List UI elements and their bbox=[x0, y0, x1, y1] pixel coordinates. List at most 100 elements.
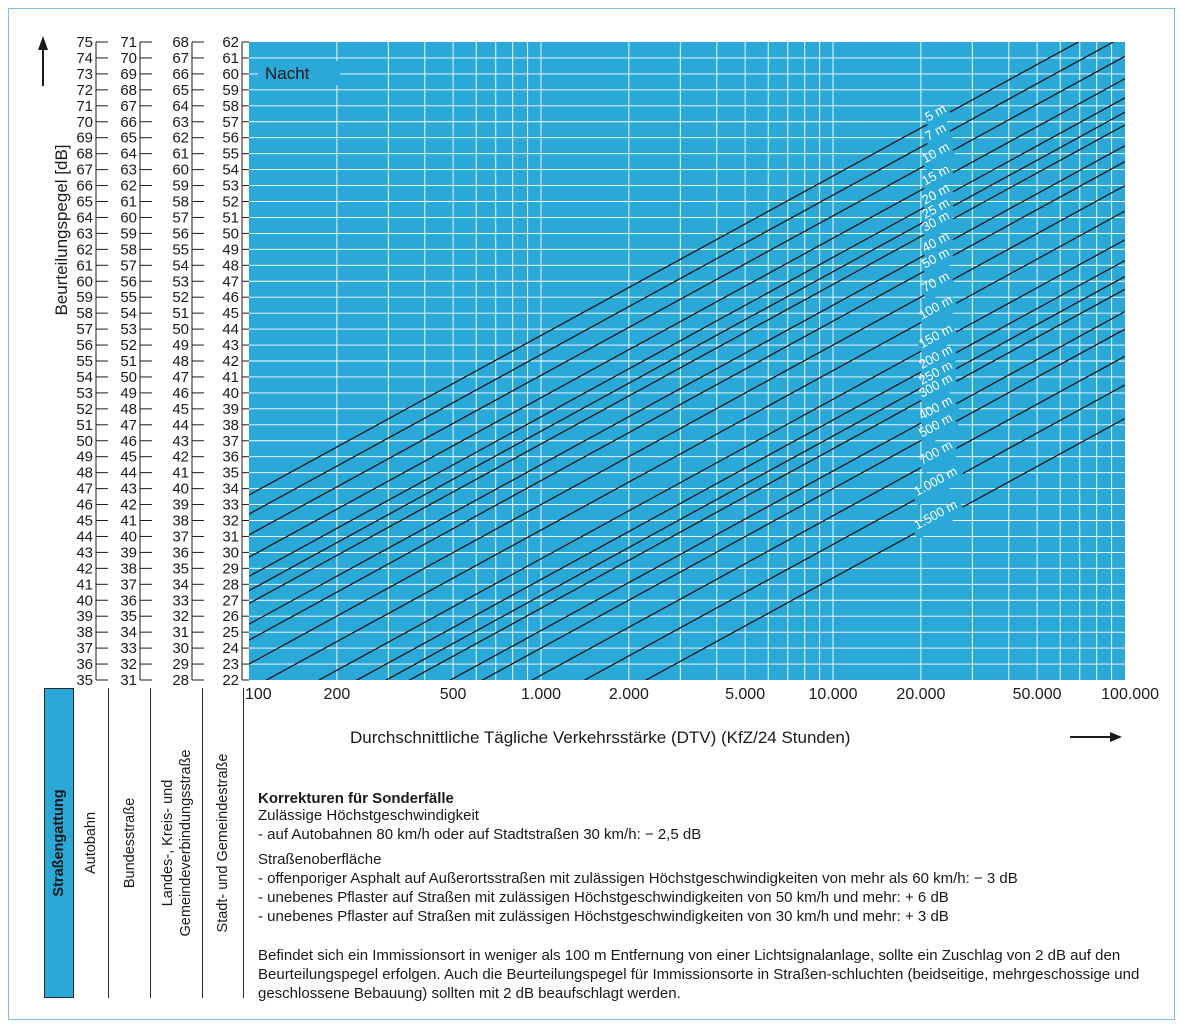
y-tick-label: 75 bbox=[76, 34, 93, 51]
y-tick-label: 66 bbox=[76, 178, 93, 195]
panel-label: Nacht bbox=[265, 64, 310, 83]
y-tick-label: 25 bbox=[222, 624, 239, 641]
y-tick-label: 38 bbox=[76, 624, 93, 641]
y-tick-label: 37 bbox=[222, 433, 239, 450]
y-tick-label: 40 bbox=[76, 592, 93, 609]
distance-label-background bbox=[924, 106, 954, 131]
y-tick-label: 56 bbox=[222, 130, 239, 147]
y-tick-label: 35 bbox=[76, 672, 93, 689]
y-tick-label: 36 bbox=[76, 656, 93, 673]
distance-label-background bbox=[917, 325, 960, 358]
distance-line bbox=[530, 355, 1125, 680]
y-tick-label: 47 bbox=[120, 417, 137, 434]
y-tick-label: 52 bbox=[172, 289, 189, 306]
y-tick-label: 57 bbox=[172, 209, 189, 226]
y-tick-label: 37 bbox=[120, 576, 137, 593]
y-tick-label: 59 bbox=[76, 289, 93, 306]
y-tick-label: 51 bbox=[76, 417, 93, 434]
y-tick-label: 39 bbox=[76, 608, 93, 625]
y-tick-label: 68 bbox=[76, 146, 93, 163]
y-tick-label: 56 bbox=[172, 225, 189, 242]
y-tick-label: 47 bbox=[222, 273, 239, 290]
y-tick-label: 27 bbox=[222, 592, 239, 609]
y-tick-label: 30 bbox=[222, 544, 239, 561]
y-tick-label: 73 bbox=[76, 66, 93, 83]
distance-line bbox=[249, 97, 1125, 577]
distance-label-background bbox=[911, 467, 966, 506]
y-tick-label: 44 bbox=[222, 321, 239, 338]
y-tick-label: 57 bbox=[222, 114, 239, 131]
y-tick-label: 62 bbox=[76, 241, 93, 258]
y-tick-label: 54 bbox=[172, 257, 189, 274]
panel-label-background bbox=[258, 61, 340, 85]
y-tick-label: 40 bbox=[120, 528, 137, 545]
distance-line bbox=[249, 124, 1125, 605]
y-tick-label: 49 bbox=[120, 385, 137, 402]
y-tick-label: 53 bbox=[172, 273, 189, 290]
y-tick-label: 31 bbox=[120, 672, 137, 689]
y-tick-label: 33 bbox=[222, 497, 239, 514]
y-tick-label: 23 bbox=[222, 656, 239, 673]
y-tick-label: 35 bbox=[172, 560, 189, 577]
distance-label-group: 70 m bbox=[919, 268, 957, 302]
y-tick-label: 49 bbox=[222, 241, 239, 258]
y-tick-label: 59 bbox=[120, 225, 137, 242]
y-tick-label: 45 bbox=[120, 449, 137, 466]
y-tick-label: 54 bbox=[222, 162, 239, 179]
y-tick-label: 71 bbox=[120, 34, 137, 51]
y-tick-label: 32 bbox=[222, 513, 239, 530]
x-tick-label: 100 bbox=[245, 686, 272, 703]
distance-line bbox=[317, 239, 1125, 680]
road-type-landesstrasse-label: Landes-, Kreis- und Gemeindeverbindungsst… bbox=[159, 749, 194, 937]
y-tick-label: 32 bbox=[120, 656, 137, 673]
y-tick-label: 51 bbox=[222, 209, 239, 226]
y-tick-label: 36 bbox=[222, 449, 239, 466]
x-axis-arrow bbox=[1070, 732, 1122, 742]
y-tick-label: 56 bbox=[120, 273, 137, 290]
corrections-line: - offenporiger Asphalt auf Außerortsstra… bbox=[258, 870, 1018, 887]
road-type-stadtstrasse: Stadt- und Gemeindestraße bbox=[203, 688, 244, 998]
distance-label-group: 10 m bbox=[919, 139, 957, 173]
distance-label-background bbox=[920, 233, 957, 262]
y-tick-label: 66 bbox=[172, 66, 189, 83]
distance-label-background bbox=[920, 185, 957, 214]
y-tick-label: 54 bbox=[120, 305, 137, 322]
y-tick-label: 33 bbox=[172, 592, 189, 609]
distance-line bbox=[249, 42, 1080, 496]
y-tick-label: 62 bbox=[172, 130, 189, 147]
y-tick-label: 63 bbox=[172, 114, 189, 131]
distance-label-background bbox=[917, 442, 960, 474]
distance-line bbox=[449, 310, 1125, 680]
y-tick-label: 42 bbox=[222, 353, 239, 370]
y-tick-label: 35 bbox=[222, 465, 239, 482]
y-tick-label: 52 bbox=[76, 401, 93, 418]
x-tick-label: 200 bbox=[324, 686, 351, 703]
y-tick-label: 29 bbox=[172, 656, 189, 673]
distance-line bbox=[249, 42, 1115, 515]
y-tick-label: 24 bbox=[222, 640, 239, 657]
y-tick-label: 36 bbox=[120, 592, 137, 609]
y-tick-label: 61 bbox=[120, 194, 137, 211]
y-tick-label: 38 bbox=[120, 560, 137, 577]
y-tick-label: 47 bbox=[76, 481, 93, 498]
corrections-line: - auf Autobahnen 80 km/h oder auf Stadts… bbox=[258, 826, 702, 843]
x-tick-label: 100.000 bbox=[1101, 686, 1159, 703]
y-tick-label: 49 bbox=[76, 449, 93, 466]
y-tick-label: 63 bbox=[76, 225, 93, 242]
corrections-line: Zulässige Höchstgeschwindigkeit bbox=[258, 807, 479, 824]
distance-label-background bbox=[917, 346, 960, 379]
y-tick-label: 62 bbox=[120, 178, 137, 195]
y-tick-label: 36 bbox=[172, 544, 189, 561]
y-tick-label: 65 bbox=[76, 194, 93, 211]
road-type-bundesstrasse: Bundesstraße bbox=[109, 688, 151, 998]
y-tick-label: 53 bbox=[120, 321, 137, 338]
y-tick-label: 34 bbox=[222, 481, 239, 498]
y-tick-label: 32 bbox=[172, 608, 189, 625]
distance-line bbox=[249, 78, 1125, 558]
distance-line bbox=[481, 328, 1125, 680]
y-tick-label: 39 bbox=[120, 544, 137, 561]
y-tick-label: 60 bbox=[172, 162, 189, 179]
y-tick-label: 56 bbox=[76, 337, 93, 354]
y-tick-label: 55 bbox=[76, 353, 93, 370]
y-tick-label: 33 bbox=[120, 640, 137, 657]
